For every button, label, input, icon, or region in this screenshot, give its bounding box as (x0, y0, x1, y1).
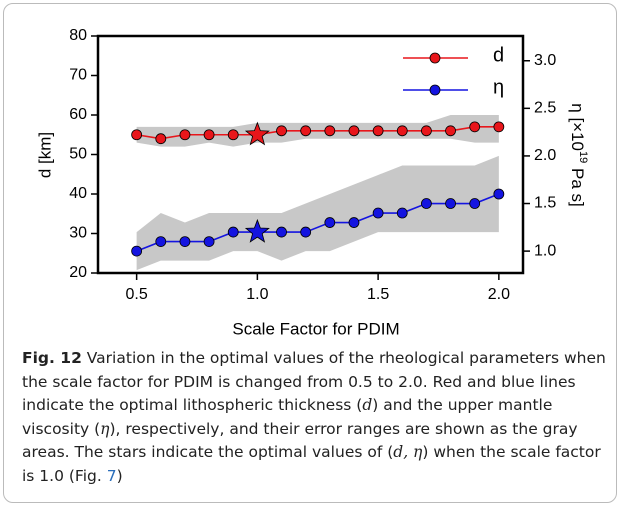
y-axis-label: d [km] (35, 132, 54, 178)
point (276, 226, 287, 238)
caption-symbol: d, η (393, 443, 423, 462)
point (131, 129, 143, 141)
point (421, 125, 432, 137)
legend-marker (429, 52, 441, 64)
y2-axis-label: η [×1019 Pa s] (568, 103, 590, 206)
x-tick-label: 1.0 (246, 286, 268, 303)
y2-tick-label: 1.5 (534, 195, 556, 212)
caption-text: ) (116, 466, 123, 485)
plot-frame (96, 34, 525, 275)
point (348, 125, 360, 137)
caption-symbol: d (362, 396, 373, 415)
caption-text: ) when the scale factor is 1.0 (Fig. (22, 443, 601, 485)
x-tick-label: 0.5 (126, 286, 148, 303)
legend-marker (429, 84, 441, 96)
caption: Fig. 12 Variation in the optimal values … (22, 347, 614, 489)
point (179, 236, 191, 247)
y-tick-label: 30 (69, 225, 87, 242)
caption-text: ), respectively, and their error ranges … (22, 419, 578, 462)
point (155, 236, 167, 247)
point (493, 188, 505, 200)
point (493, 121, 505, 133)
point (131, 245, 143, 257)
point (469, 121, 481, 133)
point (421, 198, 432, 209)
y2-tick-label: 2.0 (534, 147, 556, 164)
point (300, 125, 312, 137)
point (372, 207, 384, 219)
y2-label-sup: 19 (577, 151, 589, 163)
point (300, 226, 312, 238)
caption-label: Fig. 12 (22, 349, 82, 367)
y-tick-label: 70 (69, 67, 87, 84)
x-tick-label: 2.0 (488, 286, 510, 303)
x-tick-label: 1.5 (367, 286, 389, 303)
y2-label-part: η [×10 (568, 103, 587, 151)
point (276, 125, 287, 137)
point (396, 207, 408, 219)
point (179, 129, 191, 141)
point (324, 125, 336, 137)
point (227, 129, 239, 141)
legend-label: d (493, 44, 504, 66)
figure-card: Scale Factor for PDIM d [km] η [×1019 Pa… (3, 3, 617, 503)
y-tick-label: 40 (69, 185, 87, 202)
point (445, 198, 456, 209)
y-tick-label: 60 (69, 106, 87, 123)
point (203, 236, 215, 247)
legend-label: η (493, 76, 504, 98)
point (348, 217, 360, 228)
y2-tick-label: 3.0 (534, 52, 556, 69)
point (372, 125, 384, 137)
chart: Scale Factor for PDIM d [km] η [×1019 Pa… (35, 27, 590, 338)
point (324, 217, 336, 228)
optimal-star (244, 218, 270, 243)
optimal-star (244, 121, 270, 146)
point (227, 226, 239, 238)
error-band (136, 155, 499, 271)
caption-symbol: η (100, 419, 110, 438)
point (469, 198, 481, 209)
figure-link[interactable]: 7 (106, 466, 117, 485)
point (396, 125, 408, 137)
series-line (136, 126, 499, 140)
point (155, 133, 167, 145)
caption-text: Variation in the optimal values of the r… (22, 349, 606, 415)
y2-tick-label: 2.5 (534, 100, 556, 117)
y2-label-part: Pa s] (568, 163, 587, 206)
series-line (136, 193, 500, 252)
y2-tick-label: 1.0 (534, 242, 556, 259)
caption-text: ) and the upper mantle viscosity ( (22, 396, 553, 438)
point (203, 129, 215, 141)
y-tick-label: 50 (69, 146, 87, 163)
point (445, 125, 456, 137)
y-tick-label: 20 (69, 264, 87, 281)
x-axis-label: Scale Factor for PDIM (232, 319, 399, 338)
y-tick-label: 80 (69, 27, 87, 44)
